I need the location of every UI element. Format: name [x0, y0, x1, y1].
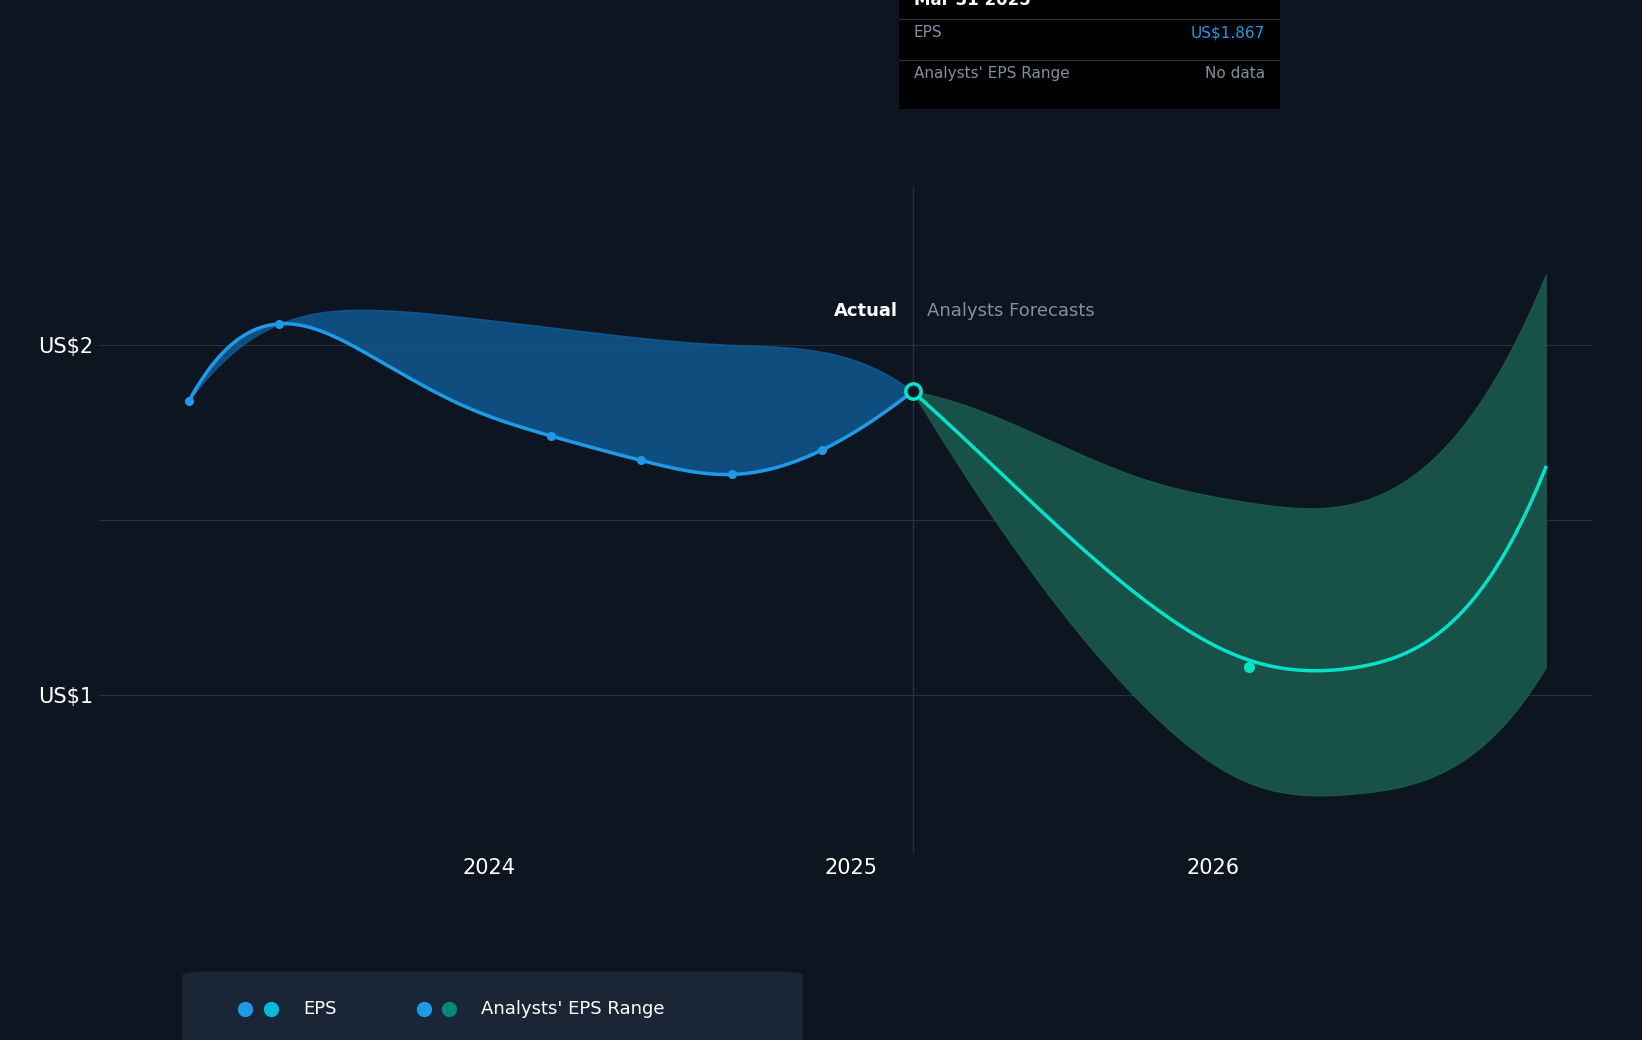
Text: US$1.867: US$1.867	[1190, 25, 1264, 41]
Text: EPS: EPS	[304, 999, 337, 1018]
Text: Actual: Actual	[834, 303, 898, 320]
Text: Mar 31 2025: Mar 31 2025	[915, 0, 1031, 8]
FancyBboxPatch shape	[361, 971, 803, 1040]
Text: Analysts Forecasts: Analysts Forecasts	[928, 303, 1095, 320]
FancyBboxPatch shape	[182, 971, 396, 1040]
Text: Analysts' EPS Range: Analysts' EPS Range	[481, 999, 665, 1018]
Text: No data: No data	[1205, 66, 1264, 80]
Text: Analysts' EPS Range: Analysts' EPS Range	[915, 66, 1069, 80]
Text: EPS: EPS	[915, 25, 943, 41]
